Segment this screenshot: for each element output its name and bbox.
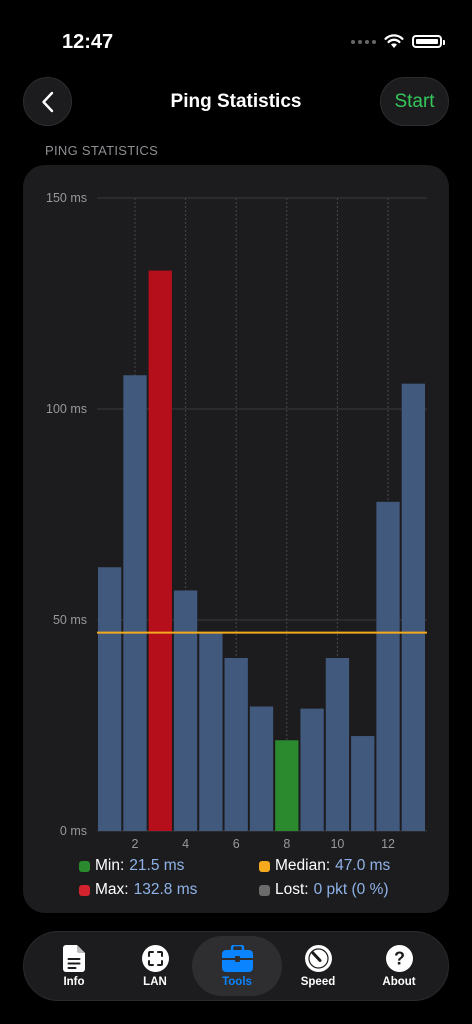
y-tick-label: 100 ms <box>46 402 87 416</box>
legend-min: Min: 21.5 ms <box>79 857 184 875</box>
speedometer-icon <box>304 945 332 973</box>
chart-bar <box>401 383 425 831</box>
x-tick-label: 8 <box>283 837 290 851</box>
chart-bar <box>173 590 198 831</box>
chart-bar <box>351 736 375 831</box>
legend-max: Max: 132.8 ms <box>79 881 197 899</box>
start-button[interactable]: Start <box>380 77 449 126</box>
svg-text:?: ? <box>394 949 405 969</box>
legend-max-value: 132.8 ms <box>133 881 198 898</box>
chart-bar <box>98 567 122 831</box>
ping-chart: 0 ms 50 ms 100 ms 150 ms 2 4 6 8 10 12 <box>46 191 427 851</box>
toolbox-icon <box>221 945 253 973</box>
signal-icon <box>351 39 376 44</box>
chart-bar <box>249 706 274 831</box>
legend-median-label: Median: <box>275 857 331 874</box>
document-icon <box>63 945 85 973</box>
x-tick-label: 12 <box>381 837 395 851</box>
chart-bar <box>148 270 172 831</box>
chart-bar <box>275 740 299 831</box>
tab-tools[interactable]: Tools <box>192 936 282 996</box>
x-tick-label: 4 <box>182 837 189 851</box>
legend-min-value: 21.5 ms <box>129 857 185 874</box>
legend-max-label: Max: <box>95 881 129 898</box>
question-icon: ? <box>385 945 413 973</box>
legend-lost-swatch <box>259 884 270 896</box>
status-time: 12:47 <box>62 31 114 53</box>
legend-min-swatch <box>79 860 90 872</box>
chart-bar <box>123 375 147 831</box>
status-icons <box>351 34 445 49</box>
chart-bar <box>300 708 324 831</box>
y-tick-label: 0 ms <box>60 824 87 838</box>
tab-speed-label: Speed <box>300 975 336 988</box>
tab-about[interactable]: ? About <box>358 932 440 1000</box>
legend-median: Median: 47.0 ms <box>259 857 390 875</box>
x-tick-label: 2 <box>131 837 138 851</box>
tab-info[interactable]: Info <box>33 932 115 1000</box>
y-tick-label: 150 ms <box>46 191 87 205</box>
legend-median-swatch <box>259 860 270 872</box>
chart-bar <box>376 501 400 831</box>
chart-bar <box>199 632 223 831</box>
page-title: Ping Statistics <box>170 91 302 112</box>
chevron-left-icon <box>41 91 53 112</box>
tab-about-label: About <box>382 975 416 988</box>
lan-scan-icon <box>141 945 169 973</box>
legend-lost: Lost: 0 pkt (0 %) <box>259 881 389 899</box>
legend-lost-value: 0 pkt (0 %) <box>313 881 389 898</box>
back-button[interactable] <box>23 77 72 126</box>
wifi-icon <box>384 34 404 48</box>
battery-icon <box>412 35 445 48</box>
tab-lan-label: LAN <box>143 975 167 988</box>
tab-info-label: Info <box>63 975 85 988</box>
section-header: PING STATISTICS <box>45 143 159 158</box>
tab-speed[interactable]: Speed <box>277 932 359 1000</box>
legend-max-swatch <box>79 884 90 896</box>
x-tick-label: 6 <box>233 837 240 851</box>
chart-bar <box>224 657 248 831</box>
tab-lan[interactable]: LAN <box>114 932 196 1000</box>
y-tick-label: 50 ms <box>53 613 87 627</box>
x-tick-label: 10 <box>330 837 344 851</box>
chart-bar <box>325 657 350 831</box>
tab-tools-label: Tools <box>222 975 252 988</box>
legend-median-value: 47.0 ms <box>335 857 391 874</box>
ping-statistics-card: 0 ms 50 ms 100 ms 150 ms 2 4 6 8 10 12 Min: 21.5 … <box>23 165 449 913</box>
legend-lost-label: Lost: <box>275 881 309 898</box>
tab-bar: Info LAN Tools Sp <box>23 931 449 1001</box>
legend-min-label: Min: <box>95 857 125 874</box>
